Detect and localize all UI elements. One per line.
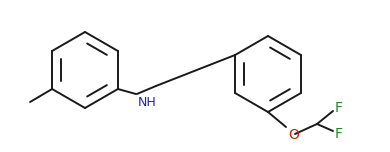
- Text: F: F: [335, 127, 343, 141]
- Text: NH: NH: [138, 96, 157, 109]
- Text: O: O: [288, 128, 299, 142]
- Text: F: F: [335, 101, 343, 115]
